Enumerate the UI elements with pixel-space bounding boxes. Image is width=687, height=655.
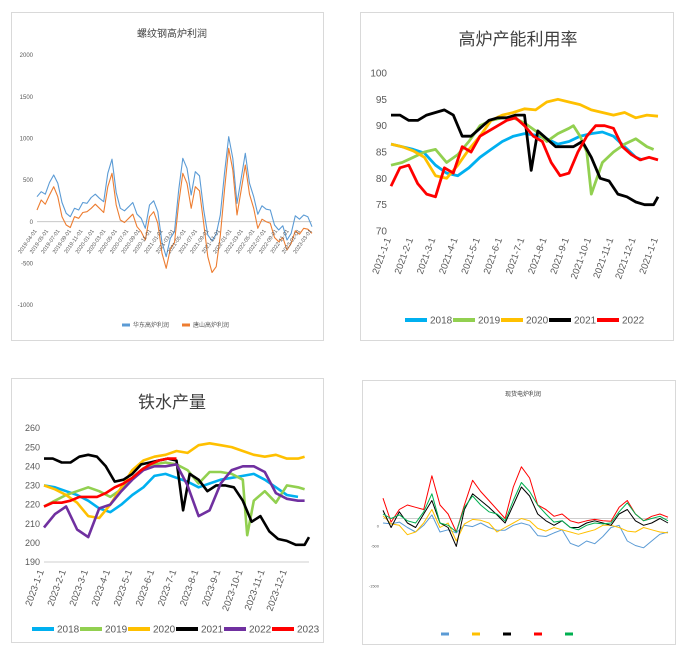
series-line-2019: [43, 461, 305, 537]
chart-panel-hot-metal-output: 铁水产量 260 250 240 230 220 210 200 190 2023-1-1 2023…: [11, 378, 324, 643]
legend-label: 2022: [622, 316, 645, 327]
y-tick-label: 210: [25, 519, 40, 529]
y-tick-label: 2000: [20, 53, 34, 59]
y-tick-label: 190: [25, 557, 40, 567]
legend-label: 2022: [249, 625, 272, 636]
legend-label: 2019: [478, 316, 501, 327]
x-tick-label: 2021-6-1: [482, 236, 505, 275]
chart-title: 铁水产量: [138, 393, 206, 413]
y-tick-label: 80: [376, 174, 388, 185]
x-tick-label: 2023-9-1: [200, 568, 223, 607]
legend-label: 2018: [430, 316, 453, 327]
x-tick-label: 2021-5-1: [459, 236, 482, 275]
y-tick-label: 250: [25, 442, 40, 452]
x-tick-label: 2021-11-1: [591, 236, 616, 280]
x-tick-label: 2023-1-1: [23, 568, 46, 607]
x-tick-label: 2023-4-1: [90, 568, 113, 607]
x-tick-label: 2021-3-1: [415, 236, 438, 275]
y-tick-label: -1500: [369, 583, 380, 588]
chart-rebar-blast-furnace-profit: 螺纹钢高炉利润2000150010005000-500-10002019-04-…: [18, 27, 314, 329]
x-tick-label: 2023-8-1: [178, 568, 201, 607]
y-tick-label: 70: [376, 227, 388, 238]
y-tick-label: 0: [30, 220, 34, 226]
x-tick-label: 2021-9-1: [548, 236, 571, 275]
legend-label: 2018: [57, 625, 80, 636]
y-tick-label: -1000: [18, 303, 34, 309]
legend-label: 华东高炉利润: [133, 321, 169, 329]
y-tick-label: 200: [25, 538, 40, 548]
legend-label: 2020: [153, 625, 176, 636]
y-tick-label: 260: [25, 423, 40, 433]
chart-title: 螺纹钢高炉利润: [137, 27, 207, 40]
chart-panel-blast-furnace-utilization: 高炉产能利用率 100 95 90 85 80 75 70 2021-1-1 2021-2-1 20…: [360, 12, 674, 341]
series-line-2021: [391, 108, 660, 207]
x-tick-label: 2023-11-1: [243, 568, 268, 612]
x-tick-label: 2021-8-1: [526, 236, 549, 275]
y-tick-label: 75: [376, 200, 388, 211]
series-line-唐山高炉利润: [36, 147, 313, 274]
x-tick-label: 2023-12-1: [265, 568, 290, 612]
x-tick-label: 2021-12-1: [613, 236, 638, 280]
y-tick-label: 230: [25, 481, 40, 491]
series-line-series: [382, 486, 669, 547]
y-tick-label: 220: [25, 500, 40, 510]
y-tick-label: -500: [371, 543, 380, 548]
legend-label: 唐山高炉利润: [193, 321, 229, 329]
x-tick-label: 2023-2-1: [46, 568, 69, 607]
x-tick-label: 2023-6-1: [134, 568, 157, 607]
series-line-2020: [43, 442, 305, 520]
y-tick-label: 240: [25, 461, 40, 471]
series-line-series: [382, 509, 669, 542]
x-tick-label: 2023-10-1: [220, 568, 245, 612]
y-tick-label: 95: [376, 95, 388, 106]
x-tick-label: 2021-2-1: [393, 236, 416, 275]
series-line-2020: [390, 97, 659, 180]
legend-label: 2021: [574, 316, 597, 327]
x-tick-label: 2021-4-1: [437, 236, 460, 275]
legend-label: 2021: [201, 625, 224, 636]
x-tick-label: 2021-1-1: [637, 236, 660, 275]
y-tick-label: 0: [377, 523, 380, 528]
series-line-2022: [389, 116, 659, 199]
y-tick-label: -500: [21, 261, 34, 267]
series-line-2023: [43, 457, 177, 508]
series-line-2018: [390, 130, 643, 178]
series-line-2019: [390, 116, 655, 196]
chart-hot-metal-output: 铁水产量2602502402302202102001902023-1-12023…: [23, 393, 320, 636]
chart-blast-furnace-utilization: 高炉产能利用率1009590858075702021-1-12021-2-120…: [370, 30, 661, 327]
legend-label: 2023: [297, 625, 320, 636]
series-line-2022: [42, 463, 305, 539]
x-tick-label: 2021-10-1: [569, 236, 594, 280]
chart-spot-eaf-profit: 现货电炉利润 0 -500 -1500: [369, 390, 669, 636]
x-tick-label: 2023-5-1: [112, 568, 135, 607]
series-line-series: [382, 482, 669, 533]
series-line-2021: [44, 453, 311, 547]
chart-panel-rebar-blast-furnace-profit: 螺纹钢高炉利润 2000 1500 1000 500 0 -500 -1000 2019-04-…: [11, 12, 324, 341]
y-tick-label: 90: [376, 121, 388, 132]
x-tick-label: 2023-7-1: [156, 568, 179, 607]
y-tick-label: 100: [370, 69, 387, 80]
y-tick-label: 500: [23, 178, 34, 184]
legend-label: 2019: [105, 625, 128, 636]
series-line-华东高炉利润: [36, 136, 313, 258]
legend-label: 2020: [526, 316, 549, 327]
x-tick-label: 2021-7-1: [504, 236, 527, 275]
chart-title: 高炉产能利用率: [459, 30, 578, 50]
series-line-2018: [43, 472, 299, 514]
chart-panel-spot-eaf-profit: 现货电炉利润 0 -500 -1500: [362, 380, 676, 645]
series-line-series: [382, 466, 669, 533]
x-tick-label: 2021-1-1: [370, 236, 393, 275]
y-tick-label: 85: [376, 148, 388, 159]
y-tick-label: 1500: [20, 95, 34, 101]
x-tick-label: 2023-3-1: [68, 568, 91, 607]
chart-title: 现货电炉利润: [505, 390, 541, 398]
y-tick-label: 1000: [20, 136, 34, 142]
